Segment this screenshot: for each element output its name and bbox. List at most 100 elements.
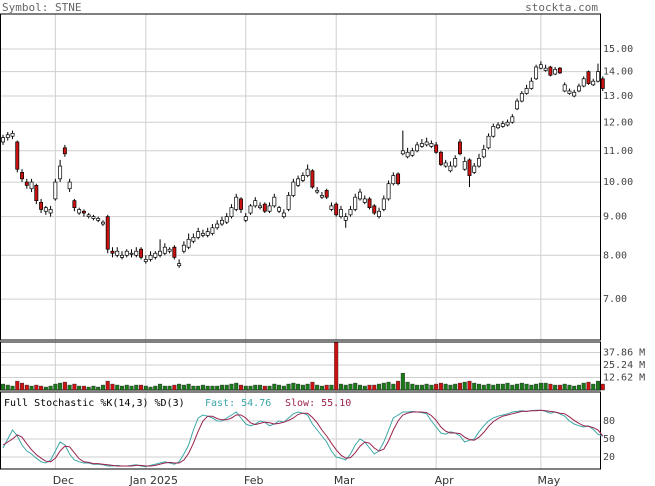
- candle-body: [591, 80, 596, 86]
- candle-body: [101, 221, 105, 225]
- volume-bar: [186, 383, 191, 391]
- candle-body: [334, 203, 339, 216]
- y-tick-label: 14.00: [603, 67, 633, 78]
- candle-body: [419, 143, 424, 147]
- volume-bar: [338, 383, 343, 391]
- volume-bar: [377, 383, 382, 391]
- candle-body: [62, 147, 67, 155]
- volume-bar: [34, 384, 39, 391]
- candle-body: [467, 159, 472, 176]
- volume-bar: [77, 385, 82, 391]
- legend-value: 55.10: [321, 398, 351, 409]
- legend-value: 54.76: [241, 398, 271, 409]
- volume-bar: [496, 383, 501, 391]
- volume-bar: [20, 382, 25, 391]
- candle-body: [181, 244, 186, 252]
- volume-bar: [519, 382, 524, 391]
- candle-body: [296, 178, 301, 186]
- volume-bar: [296, 383, 301, 391]
- candle-body: [281, 212, 286, 218]
- volume-bar: [434, 383, 439, 391]
- candle-body: [458, 141, 462, 155]
- y-tick-label: 20: [603, 452, 615, 463]
- candle-body: [529, 80, 534, 89]
- volume-bar: [205, 385, 210, 391]
- panel-frame: [0, 13, 601, 341]
- candle-body: [319, 195, 324, 198]
- candle-body: [567, 90, 572, 94]
- candle-body: [562, 84, 567, 92]
- volume-bar: [543, 382, 548, 391]
- candle-body: [34, 185, 39, 201]
- volume-bar: [572, 385, 577, 391]
- candle-body: [58, 165, 63, 180]
- volume-bar: [262, 385, 267, 391]
- volume-bar: [210, 385, 215, 391]
- candle-body: [162, 246, 167, 254]
- candle-body: [258, 205, 262, 209]
- candle-body: [200, 233, 205, 236]
- candle-body: [267, 205, 272, 212]
- volume-bar: [548, 383, 553, 391]
- candle-body: [67, 181, 72, 190]
- candle-body: [120, 254, 124, 258]
- volume-bar: [529, 384, 534, 391]
- candle-body: [424, 141, 429, 146]
- volume-bar: [272, 383, 277, 391]
- legend-entry: Fast: 54.76: [205, 398, 271, 409]
- volume-bar: [177, 383, 182, 391]
- volume-bar: [396, 380, 401, 391]
- volume-bar: [486, 383, 491, 391]
- volume-bar: [200, 384, 205, 391]
- candle-body: [291, 181, 296, 196]
- candle-body: [519, 93, 524, 102]
- volume-bar: [429, 384, 434, 391]
- candle-body: [229, 207, 234, 218]
- candle-body: [196, 231, 201, 238]
- candle-body: [462, 161, 467, 170]
- y-tick-label: 10.00: [603, 177, 633, 188]
- candle-body: [10, 133, 15, 137]
- candle-body: [5, 134, 10, 138]
- candle-body: [548, 66, 553, 76]
- candle-body: [243, 216, 248, 221]
- volume-bar: [24, 384, 29, 391]
- volume-bar: [148, 386, 153, 391]
- x-tick-label: Dec: [53, 474, 74, 486]
- candle-body: [172, 246, 177, 258]
- candle-body: [343, 216, 348, 221]
- volume-bar: [162, 385, 167, 391]
- volume-bar: [96, 386, 101, 391]
- candle-body: [491, 126, 496, 137]
- candle-body: [524, 88, 529, 94]
- y-tick-label: 11.00: [603, 146, 633, 157]
- volume-bar: [62, 381, 67, 391]
- volume-bar: [243, 385, 248, 391]
- candle-body: [167, 248, 172, 252]
- volume-bar: [234, 382, 239, 391]
- y-tick-label: 25.24 M: [603, 360, 645, 371]
- volume-bar: [448, 384, 453, 391]
- candle-body: [586, 71, 591, 84]
- candle-body: [105, 216, 110, 250]
- volume-bar: [310, 381, 315, 391]
- candle-body: [553, 68, 558, 75]
- volume-bar: [253, 384, 258, 391]
- volume-bar: [591, 383, 596, 391]
- candle-body: [353, 196, 358, 210]
- volume-bar: [229, 383, 234, 391]
- volume-bar: [367, 384, 372, 391]
- volume-bar: [67, 384, 72, 391]
- candle-body: [434, 144, 439, 153]
- candle-body: [496, 124, 500, 129]
- candle-body: [86, 214, 91, 218]
- candle-body: [472, 165, 477, 173]
- volume-bar: [1, 383, 5, 391]
- volume-bar: [196, 385, 201, 391]
- volume-bar: [72, 383, 77, 391]
- candle-body: [443, 162, 448, 167]
- volume-bar: [477, 383, 482, 391]
- candle-body: [386, 183, 391, 200]
- volume-bar: [181, 384, 186, 391]
- y-tick-label: 8.00: [603, 250, 627, 261]
